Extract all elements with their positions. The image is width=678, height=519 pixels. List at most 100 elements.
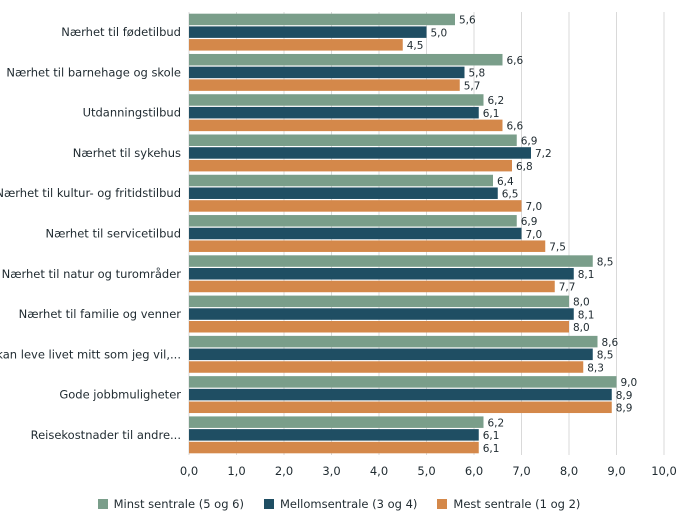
legend-swatch [97,499,108,509]
data-label: 6,9 [521,136,538,148]
legend-label: Minst sentrale (5 og 6) [113,497,244,511]
bar [189,134,517,147]
data-label: 8,5 [597,350,614,362]
data-label: 7,0 [526,229,543,241]
data-label: 8,0 [573,297,590,309]
legend-label: Mellomsentrale (3 og 4) [279,497,418,511]
data-label: 7,0 [526,201,543,213]
data-label: 8,1 [578,309,595,321]
data-label: 6,9 [521,216,538,228]
data-label: 8,6 [602,337,619,349]
data-label: 6,8 [516,161,533,173]
category-label: Nærhet til barnehage og skole [6,65,181,79]
bar [189,335,598,348]
category-label: Nærhet til familie og venner [19,307,182,321]
legend-item-mellomsentrale: Mellomsentrale (3 og 4) [263,497,418,511]
x-tick-label: 8,0 [560,464,578,478]
bar [189,388,612,401]
x-tick-label: 2,0 [275,464,293,478]
bar [189,361,584,373]
bar [189,348,593,361]
bar [189,66,465,79]
bar [189,94,484,106]
data-label: 8,9 [616,390,633,402]
data-label: 6,1 [483,443,500,455]
bar [189,119,503,132]
bar [189,39,403,51]
data-label: 6,2 [488,417,505,429]
bar [189,416,484,428]
bars [189,13,617,454]
data-label: 8,9 [616,403,633,415]
legend-item-minst-sentrale: Minst sentrale (5 og 6) [97,497,244,511]
bar [189,147,531,159]
bar [189,215,517,227]
legend-label: Mest sentrale (1 og 2) [453,497,581,511]
data-label: 8,1 [578,269,595,281]
data-label: 5,7 [464,80,481,92]
data-label: 7,5 [549,241,566,253]
legend-item-mest-sentrale: Mest sentrale (1 og 2) [437,497,580,511]
data-label: 6,6 [507,55,524,67]
bar [189,441,479,454]
x-tick-label: 3,0 [322,464,340,478]
x-axis-tick-labels: 0,0 1,0 2,0 3,0 4,0 5,0 6,0 7,0 8,0 9,0 10,0 [180,464,677,478]
x-tick-label: 6,0 [465,464,483,478]
bar [189,240,546,252]
category-label: Nærhet til fødetilbud [61,25,181,39]
bar [189,159,512,172]
category-label: At jeg kan leve livet mitt som jeg vil,.… [0,347,181,361]
bar [189,187,498,199]
x-tick-label: 0,0 [180,464,198,478]
bar [189,295,569,308]
category-labels: Nærhet til fødetilbud Nærhet til barnehag… [0,25,181,442]
value-labels: 5,65,04,56,65,85,76,26,16,66,97,26,86,46… [407,15,637,455]
bar [189,401,612,414]
data-label: 6,1 [483,430,500,442]
category-label: Nærhet til natur og turområder [2,267,182,281]
data-label: 6,6 [507,121,524,133]
x-tick-label: 1,0 [227,464,245,478]
bar [189,320,569,333]
data-label: 7,7 [559,282,576,294]
data-label: 6,1 [483,108,500,120]
legend-swatch [437,499,448,509]
data-label: 4,5 [407,40,424,52]
data-label: 6,5 [502,188,519,200]
bar [189,255,593,267]
bar [189,227,522,240]
data-label: 5,6 [459,15,476,27]
data-label: 8,0 [573,322,590,334]
x-tick-label: 4,0 [370,464,388,478]
bar [189,280,555,293]
bar [189,308,574,320]
bar [189,13,455,26]
bar [189,429,479,441]
bar [189,79,460,91]
data-label: 5,0 [431,27,448,39]
x-tick-label: 5,0 [417,464,435,478]
bar [189,376,617,388]
bar [189,174,493,187]
bar [189,200,522,212]
category-label: Nærhet til servicetilbud [46,227,181,241]
category-label: Utdanningstilbud [83,106,181,120]
data-label: 8,5 [597,256,614,268]
data-label: 8,3 [587,362,604,374]
bar [189,26,427,38]
category-label: Nærhet til sykehus [73,146,181,160]
x-tick-label: 9,0 [607,464,625,478]
data-label: 7,2 [535,148,552,160]
data-label: 5,8 [469,68,486,80]
category-label: Reisekostnader til andre... [31,428,181,442]
legend-swatch [263,499,274,509]
x-tick-label: 10,0 [651,464,677,478]
data-label: 9,0 [621,377,638,389]
category-label: Nærhet til kultur- og fritidstilbud [0,186,181,200]
category-label: Gode jobbmuligheter [59,388,181,402]
bar [189,106,479,119]
bar [189,268,574,280]
x-tick-label: 7,0 [512,464,530,478]
data-label: 6,2 [488,95,505,107]
